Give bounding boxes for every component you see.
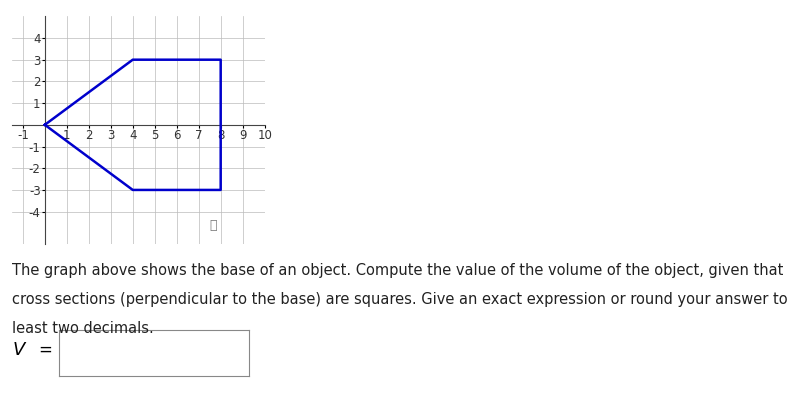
Text: least two decimals.: least two decimals. — [12, 321, 153, 336]
Text: cross sections (perpendicular to the base) are squares. Give an exact expression: cross sections (perpendicular to the bas… — [12, 292, 790, 307]
Text: =: = — [38, 341, 52, 359]
Text: The graph above shows the base of an object. Compute the value of the volume of : The graph above shows the base of an obj… — [12, 263, 783, 278]
Text: $V$: $V$ — [12, 341, 27, 359]
Text: ⌕: ⌕ — [209, 219, 217, 232]
